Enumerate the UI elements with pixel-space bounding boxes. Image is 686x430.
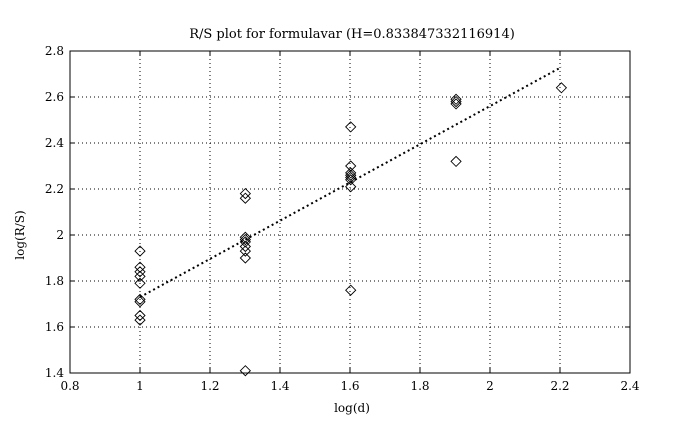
data-point-diamond xyxy=(450,98,462,110)
data-point-diamond xyxy=(345,181,357,193)
x-tick-label: 2 xyxy=(486,379,494,393)
data-point-diamond xyxy=(450,95,462,108)
data-point-diamond xyxy=(134,270,146,283)
data-point-diamond xyxy=(239,187,251,200)
data-point-diamond xyxy=(239,231,251,243)
data-point-diamond xyxy=(134,293,146,306)
y-tick-label: 1.4 xyxy=(45,366,64,380)
x-tick-label: 1.2 xyxy=(200,379,219,393)
y-tick-label: 2.6 xyxy=(45,90,64,104)
data-point-diamond xyxy=(450,155,462,168)
grid xyxy=(70,51,630,373)
data-point-diamond xyxy=(555,82,568,94)
data-point-diamond xyxy=(345,174,357,186)
y-tick-label: 2 xyxy=(56,228,64,242)
x-tick-label: 0.8 xyxy=(60,379,79,393)
data-point-diamond xyxy=(450,93,462,105)
data-point-diamond xyxy=(239,233,251,246)
data-point-diamond xyxy=(239,192,251,204)
axis-ticks xyxy=(69,50,631,374)
data-point-diamond xyxy=(345,171,357,184)
data-point-diamond xyxy=(239,245,251,257)
y-axis-label: log(R/S) xyxy=(13,210,27,259)
data-point-diamond xyxy=(239,240,251,253)
data-point-diamond xyxy=(345,167,357,179)
x-axis-label: log(d) xyxy=(334,401,370,415)
data-point-diamond xyxy=(134,245,146,257)
y-tick-label: 2.4 xyxy=(45,136,64,150)
data-point-diamond xyxy=(345,284,357,296)
x-tick-label: 1.6 xyxy=(340,379,359,393)
data-point-diamond xyxy=(345,169,357,181)
data-point-diamond xyxy=(239,236,251,248)
data-point-diamond xyxy=(345,160,357,172)
x-tick-label: 2.4 xyxy=(620,379,639,393)
y-tick-label: 1.6 xyxy=(45,320,64,334)
y-tick-label: 2.8 xyxy=(45,44,64,58)
data-point-diamond xyxy=(239,365,251,377)
data-point-diamond xyxy=(134,309,146,322)
y-tick-labels: 1.4 1.6 1.8 2 2.2 2.4 2.6 2.8 xyxy=(45,44,64,380)
x-tick-label: 1 xyxy=(136,379,144,393)
x-tick-labels: 0.8 1 1.2 1.4 1.6 1.8 2 2.2 2.4 xyxy=(60,379,639,393)
data-point-diamond xyxy=(134,261,146,273)
data-point-diamond xyxy=(134,277,146,289)
data-points xyxy=(134,82,568,377)
x-tick-label: 1.4 xyxy=(270,379,289,393)
x-tick-label: 2.2 xyxy=(550,379,569,393)
chart-title: R/S plot for formulavar (H=0.83384733211… xyxy=(189,27,515,42)
data-point-diamond xyxy=(134,296,146,308)
data-point-diamond xyxy=(345,121,357,133)
data-point-diamond xyxy=(239,252,251,264)
data-point-diamond xyxy=(134,314,146,326)
x-tick-label: 1.8 xyxy=(410,379,429,393)
y-tick-label: 1.8 xyxy=(45,274,64,288)
data-point-diamond xyxy=(134,266,146,278)
y-tick-label: 2.2 xyxy=(45,182,64,196)
